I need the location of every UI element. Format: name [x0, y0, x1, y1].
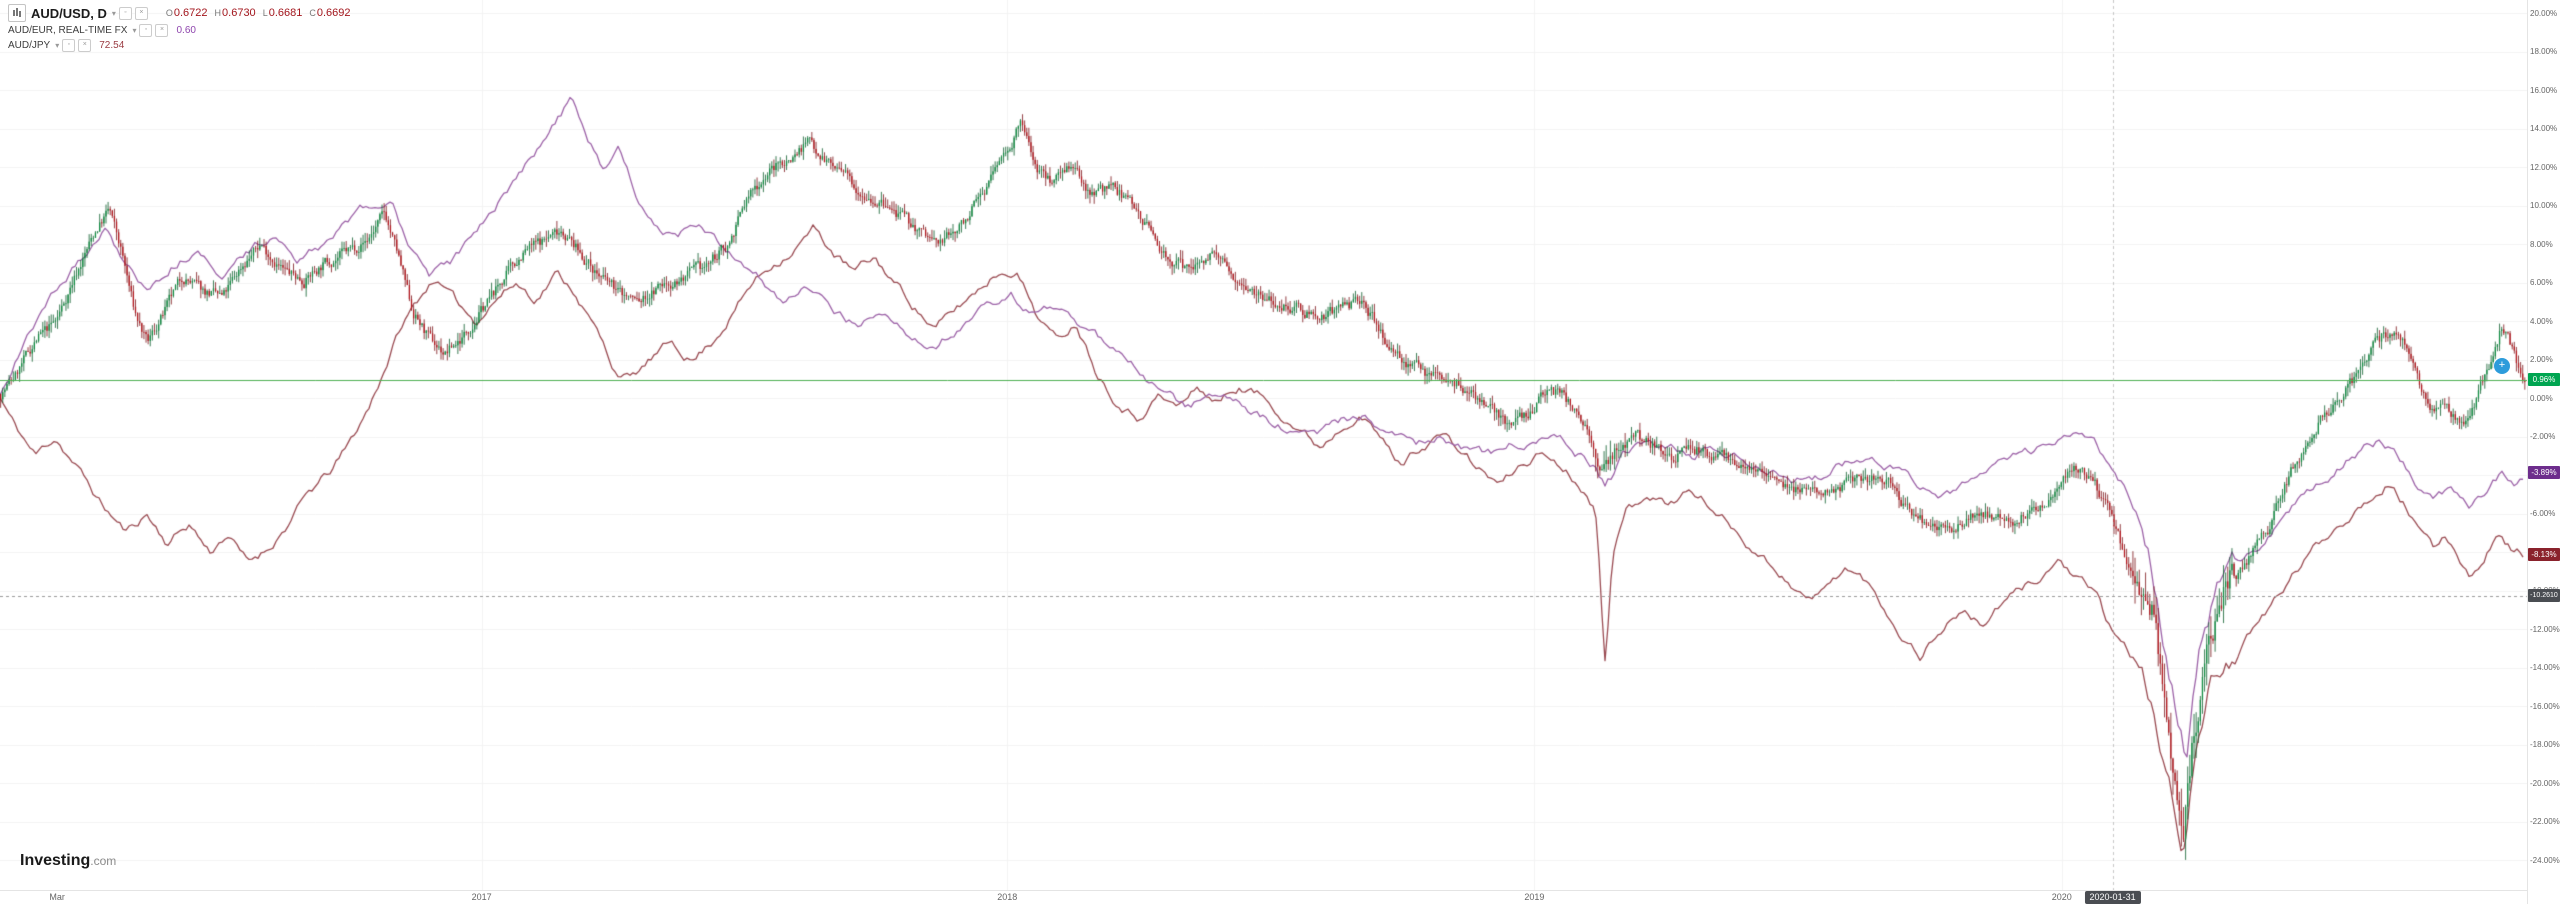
price-tick-label: 16.00%: [2530, 85, 2558, 95]
price-tick-label: -20.00%: [2530, 778, 2560, 788]
price-tick-label: -14.00%: [2530, 663, 2560, 672]
logo-tld-text: .com: [90, 854, 117, 868]
legend-settings-icon[interactable]: ◦: [118, 6, 132, 20]
price-tick-label: 8.00%: [2530, 239, 2553, 249]
open-label: O: [165, 8, 173, 18]
crosshair-date-badge: 2020-01-31: [2084, 891, 2141, 904]
price-tick-label: 4.00%: [2530, 316, 2553, 326]
price-tick-label: 2.00%: [2530, 355, 2553, 364]
time-tick-label: 2020: [2051, 892, 2072, 902]
legend-close-icon[interactable]: ×: [155, 24, 169, 37]
add-alert-button[interactable]: +: [2494, 358, 2510, 374]
price-axis[interactable]: 20.00% 18.00% 16.00% 14.00% 12.00% 10.00% 8.00…: [2527, 0, 2560, 904]
price-tick-label: -2.00%: [2530, 432, 2556, 441]
price-badge-cross: -10.2610: [2528, 589, 2560, 603]
time-tick-label: 2017: [471, 892, 492, 902]
legend-settings-icon[interactable]: ◦: [62, 39, 76, 52]
price-tick-label: -16.00%: [2530, 701, 2560, 711]
legend-row-audjpy: AUD/JPY ▾ ◦ × 72.54: [8, 39, 351, 52]
price-badge-jpy: -8.13%: [2528, 548, 2560, 561]
legend-row-main: AUD/USD, D ▾ ◦ × O 0.6722 H 0.6730 L 0.6681…: [8, 4, 351, 22]
high-value: 0.6730: [222, 7, 256, 19]
chart-type-icon[interactable]: [8, 4, 26, 22]
chevron-down-icon[interactable]: ▾: [111, 8, 116, 18]
price-badge-eur: -3.89%: [2528, 466, 2560, 480]
overlay-symbol-audjpy[interactable]: AUD/JPY: [8, 40, 51, 51]
overlay-symbol-audeur[interactable]: AUD/EUR, REAL-TIME FX: [8, 25, 128, 36]
price-tick-label: 18.00%: [2530, 47, 2558, 56]
price-tick-label: -22.00%: [2530, 817, 2560, 826]
ohlc-values: O 0.6722 H 0.6730 L 0.6681 C 0.6692: [159, 7, 351, 19]
high-label: H: [214, 8, 222, 18]
price-tick-label: 6.00%: [2530, 278, 2553, 287]
price-tick-label: -6.00%: [2530, 509, 2556, 518]
price-tick-label: -24.00%: [2530, 855, 2560, 865]
price-chart-canvas[interactable]: [0, 0, 2527, 890]
investing-logo: Investing.com: [20, 852, 116, 870]
overlay-value-audjpy: 72.54: [99, 40, 125, 51]
time-axis[interactable]: 2020-01-31 Mar 2017 2018 2019 2020: [0, 890, 2527, 904]
chart-legend: AUD/USD, D ▾ ◦ × O 0.6722 H 0.6730 L 0.6681…: [8, 4, 351, 54]
overlay-value-audeur: 0.60: [176, 25, 196, 36]
chevron-down-icon[interactable]: ▾: [55, 41, 60, 50]
logo-brand-text: Investing: [20, 852, 91, 869]
legend-close-icon[interactable]: ×: [78, 39, 92, 52]
legend-settings-icon[interactable]: ◦: [139, 24, 153, 37]
price-tick-label: -12.00%: [2530, 624, 2560, 634]
low-value: 0.6681: [268, 7, 303, 19]
price-tick-label: 20.00%: [2530, 8, 2558, 18]
close-value: 0.6692: [316, 7, 351, 19]
price-tick-label: 10.00%: [2530, 201, 2558, 210]
chevron-down-icon[interactable]: ▾: [132, 26, 137, 35]
price-tick-label: 0.00%: [2530, 393, 2553, 403]
time-tick-label: 2018: [997, 892, 1018, 902]
legend-close-icon[interactable]: ×: [134, 6, 148, 20]
time-tick-label: 2019: [1524, 892, 1545, 902]
low-label: L: [262, 8, 268, 18]
price-tick-label: -18.00%: [2530, 740, 2560, 749]
legend-row-audeur: AUD/EUR, REAL-TIME FX ▾ ◦ × 0.60: [8, 24, 351, 37]
price-tick-label: 12.00%: [2530, 162, 2558, 172]
symbol-title[interactable]: AUD/USD, D: [31, 5, 107, 21]
time-tick-label: Mar: [49, 892, 65, 902]
open-value: 0.6722: [173, 7, 208, 19]
close-label: C: [309, 8, 316, 18]
price-tick-label: 14.00%: [2530, 124, 2558, 133]
price-badge-main: 0.96%: [2528, 373, 2560, 387]
